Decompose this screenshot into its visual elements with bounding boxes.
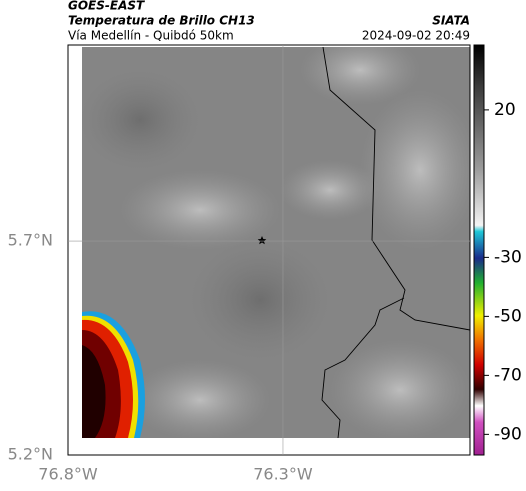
title: Temperatura de Brillo CH13 [68,14,255,28]
colorbar-tick-label: 20 [494,100,516,120]
y-tick-label: 5.7°N [8,231,53,250]
map-frame [67,44,471,456]
x-tick-label: 76.8°W [38,465,98,484]
colorbar-tick-label: -30 [494,247,522,267]
x-tick-label: 76.3°W [253,465,313,484]
timestamp: 2024-09-02 20:49 [362,29,470,43]
source: SIATA [432,14,470,28]
product: GOES-EAST [68,0,145,13]
colorbar-tick-label: -50 [494,306,522,326]
colorbar [473,44,485,456]
satellite-image [82,47,470,438]
y-tick-label: 5.2°N [8,445,53,464]
subtitle: Vía Medellín - Quibdó 50km [68,29,234,43]
colorbar-tick-label: -90 [494,424,522,444]
colorbar-tick-label: -70 [494,365,522,385]
